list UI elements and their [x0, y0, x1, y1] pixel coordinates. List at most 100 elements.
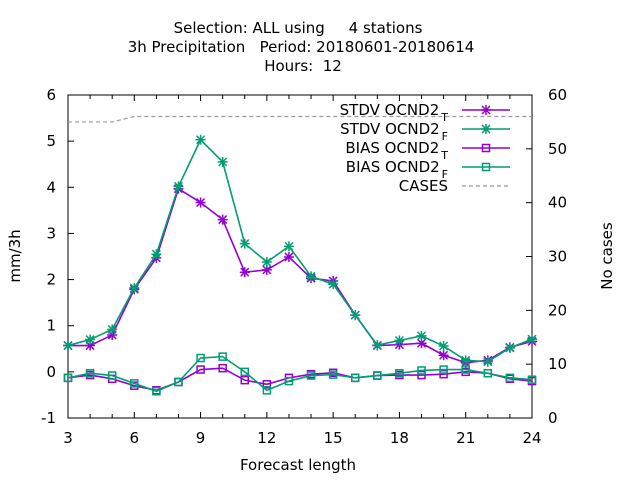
data-point: [438, 341, 449, 352]
data-point: [85, 340, 96, 351]
data-point: [460, 355, 471, 366]
legend-marker: [481, 143, 491, 153]
data-point: [417, 366, 426, 375]
data-point: [261, 257, 272, 268]
data-point: [195, 197, 206, 208]
data-point: [416, 338, 427, 349]
data-point: [240, 367, 250, 377]
data-point: [438, 350, 449, 361]
data-point: [218, 352, 227, 361]
data-point: [63, 340, 73, 351]
data-point: [63, 373, 73, 383]
x-tick-label: 12: [257, 429, 276, 447]
x-axis-label: Forecast length: [240, 456, 356, 474]
y-tick-label: 3: [46, 224, 56, 242]
y2-tick-label: 50: [548, 140, 567, 158]
data-point: [284, 376, 294, 386]
data-point: [483, 368, 493, 378]
x-tick-label: 24: [522, 429, 541, 447]
y-tick-label: 2: [46, 271, 56, 289]
data-point: [217, 214, 228, 225]
chart-title-line-1: Selection: ALL using 4 stations: [174, 19, 423, 37]
y2-tick-label: 60: [548, 86, 567, 104]
data-point: [395, 368, 404, 378]
data-point: [152, 386, 161, 396]
data-point: [196, 365, 205, 374]
data-point: [261, 264, 272, 275]
data-point: [373, 371, 382, 380]
data-point: [527, 375, 537, 384]
y2-tick-label: 40: [548, 194, 567, 212]
data-point: [151, 249, 162, 260]
x-tick-label: 21: [456, 429, 475, 447]
series-layer: [63, 115, 537, 396]
legend-marker: [481, 124, 491, 134]
data-point: [417, 370, 426, 380]
data-point: [239, 238, 250, 249]
data-point: [394, 335, 405, 346]
y-tick-label: 5: [46, 132, 56, 150]
legend-label: STDV OCND2 F: [340, 120, 448, 143]
data-point: [239, 267, 250, 278]
y-tick-label: 4: [46, 178, 56, 196]
legend-label: BIAS OCND2 T: [345, 139, 448, 162]
series-3: [63, 352, 537, 396]
y2-tick-label: 20: [548, 301, 567, 319]
data-point: [527, 334, 537, 345]
data-point: [107, 324, 118, 335]
series-line: [67, 355, 533, 393]
data-point: [130, 379, 139, 388]
y-tick-label: 6: [46, 86, 56, 104]
data-point: [107, 329, 118, 340]
data-point: [372, 340, 383, 351]
y-axis-label: mm/3h: [6, 229, 24, 282]
data-point: [195, 134, 206, 145]
data-point: [196, 353, 205, 363]
legend-label: BIAS OCND2 F: [346, 158, 448, 181]
y-tick-label: 0: [46, 363, 56, 381]
series-4: [68, 115, 532, 123]
y-tick-label: 1: [46, 317, 56, 335]
data-point: [461, 365, 470, 374]
data-point: [129, 282, 140, 293]
y2-tick-label: 10: [548, 355, 567, 373]
y2-axis-label: No cases: [598, 222, 616, 290]
data-point: [328, 279, 339, 290]
legend-label: CASES: [399, 177, 448, 195]
data-point: [85, 368, 95, 378]
data-point: [439, 369, 448, 379]
series-line: [68, 187, 533, 364]
series-1: [63, 134, 537, 367]
data-point: [505, 373, 515, 383]
series-line: [67, 138, 533, 363]
data-point: [240, 375, 250, 385]
data-point: [173, 181, 184, 192]
data-point: [416, 330, 427, 341]
data-point: [174, 377, 183, 387]
data-point: [262, 386, 272, 395]
legend-marker: [481, 162, 491, 172]
legend-marker: [481, 105, 491, 115]
data-point: [218, 363, 227, 373]
chart-title-line-2: 3h Precipitation Period: 20180601-201806…: [128, 38, 475, 56]
data-point: [283, 251, 294, 262]
x-tick-label: 9: [196, 429, 206, 447]
data-point: [306, 271, 317, 282]
legend-label: STDV OCND2 T: [340, 101, 449, 124]
y2-tick-label: 30: [548, 248, 567, 266]
y2-tick-label: 0: [548, 409, 558, 427]
y-tick-label: -1: [41, 409, 56, 427]
data-point: [504, 342, 515, 353]
x-tick-label: 3: [63, 429, 73, 447]
data-point: [85, 334, 96, 345]
data-point: [107, 371, 117, 380]
series-line: [68, 115, 532, 123]
data-point: [482, 356, 493, 367]
x-tick-label: 18: [390, 429, 409, 447]
data-point: [283, 241, 294, 252]
data-point: [350, 310, 361, 321]
data-point: [306, 371, 316, 380]
data-point: [328, 370, 338, 379]
